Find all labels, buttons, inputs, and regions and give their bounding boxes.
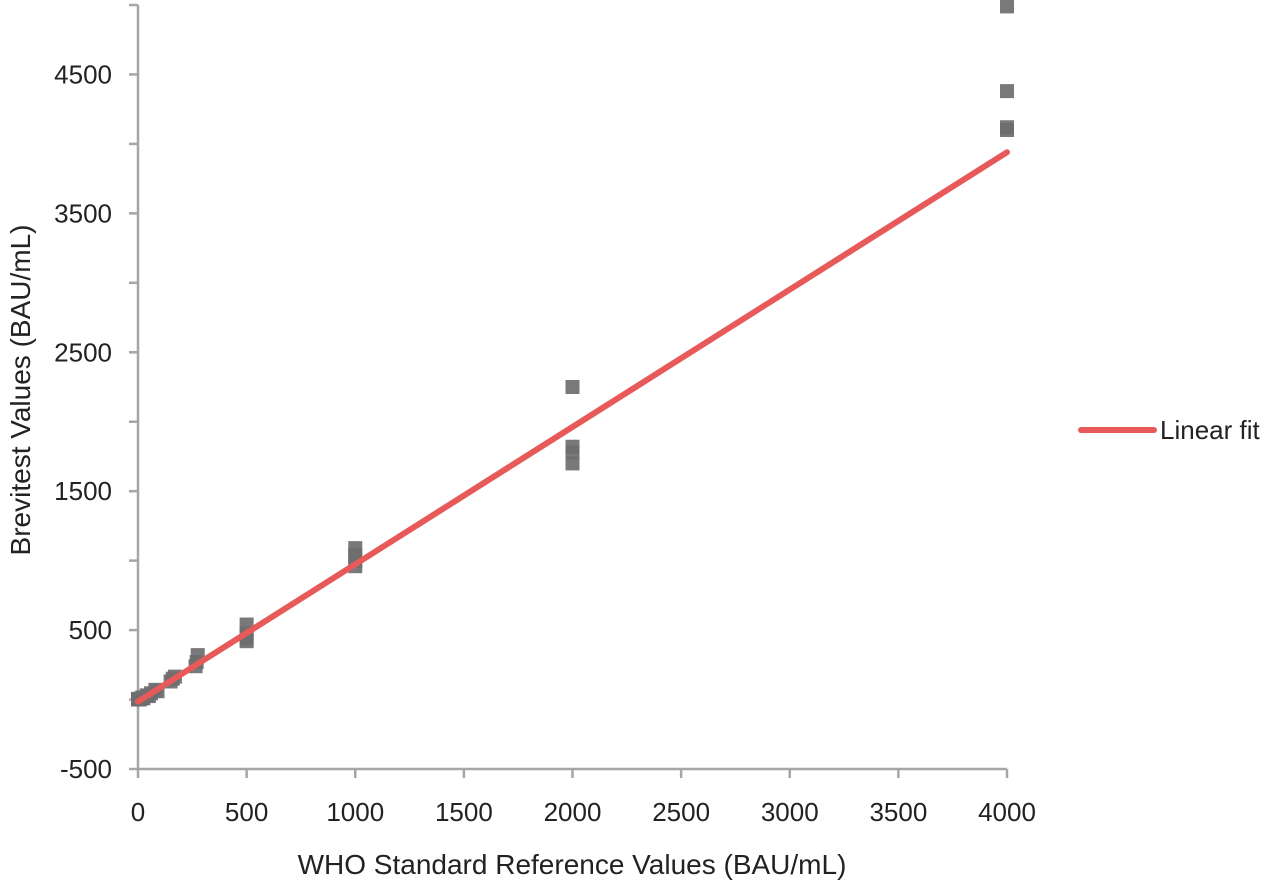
x-tick-label: 2500	[652, 797, 710, 827]
x-tick-label: 3000	[761, 797, 819, 827]
x-tick-label: 1500	[435, 797, 493, 827]
data-point	[565, 456, 580, 471]
y-tick-label: 4500	[54, 59, 112, 89]
x-tick-label: 1000	[326, 797, 384, 827]
axes-layer: -500 500 1500 2500 3500 4500 0 500 1000 1500 2000 2…	[54, 3, 1036, 827]
x-tick-label: 500	[225, 797, 268, 827]
data-points-layer	[131, 0, 1014, 707]
data-point	[348, 541, 363, 556]
data-point	[1000, 84, 1014, 99]
x-tick-label: 2000	[544, 797, 602, 827]
x-axis-title: WHO Standard Reference Values (BAU/mL)	[298, 849, 847, 880]
y-tick-label: 3500	[54, 198, 112, 228]
x-tick-label: 3500	[869, 797, 927, 827]
y-tick-label: -500	[60, 754, 112, 784]
legend-label-linear-fit: Linear fit	[1160, 415, 1260, 445]
y-tick-label: 2500	[54, 337, 112, 367]
legend: Linear fit	[1078, 415, 1260, 445]
data-point	[1000, 0, 1014, 14]
data-point	[565, 380, 580, 394]
linear-fit-line	[135, 149, 1010, 705]
y-tick-label: 1500	[54, 476, 112, 506]
x-tick-label: 0	[131, 797, 145, 827]
y-axis-title: Brevitest Values (BAU/mL)	[5, 225, 36, 556]
y-tick-label: 500	[69, 615, 112, 645]
x-tick-label: 4000	[978, 797, 1036, 827]
fit-line-layer	[135, 149, 1010, 705]
data-point	[1000, 120, 1014, 135]
data-point	[565, 439, 580, 454]
